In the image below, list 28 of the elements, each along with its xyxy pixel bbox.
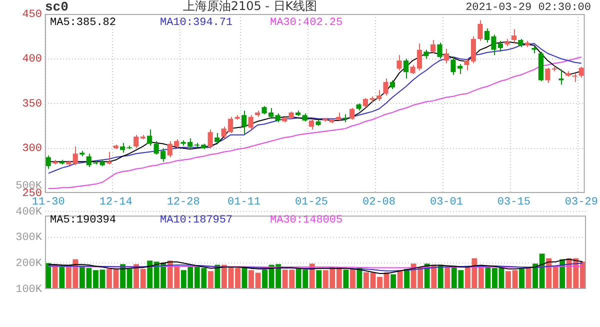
text: MA10:187957 xyxy=(160,214,233,227)
x-tick-label: 03-01 xyxy=(430,196,464,209)
y-tick-label: 200K xyxy=(16,258,42,270)
text: MA30:402.25 xyxy=(270,16,343,29)
chart-subtitle: 上海原油2105 - 日K线图 xyxy=(182,0,318,14)
x-tick-label: 01-25 xyxy=(295,196,328,209)
y-tick-label: 400K xyxy=(16,206,42,218)
y-tick-label: 400 xyxy=(22,54,42,66)
y-tick-label: 450 xyxy=(22,8,42,21)
text: MA5:190394 xyxy=(50,214,116,227)
candlestick xyxy=(288,111,294,120)
x-tick-label: 01-11 xyxy=(228,196,261,209)
x-tick-label: 03-29 xyxy=(564,196,598,209)
y-tick-label: 300 xyxy=(22,143,42,156)
x-tick-label: 03-15 xyxy=(497,196,530,209)
text: MA5:385.82 xyxy=(50,16,116,29)
chart-title: sc0 xyxy=(45,0,69,14)
text: MA30:148005 xyxy=(270,214,343,227)
x-tick-label: 12-28 xyxy=(166,196,200,209)
y-tick-label: 300K xyxy=(16,232,42,244)
text: MA10:394.71 xyxy=(160,16,234,29)
text: 2021-03-29 02:30:00 xyxy=(466,2,591,14)
y-tick-label: 100K xyxy=(16,284,42,296)
x-tick-label: 02-08 xyxy=(362,196,396,209)
candlestick xyxy=(302,112,308,122)
candlestick xyxy=(342,114,348,123)
y-tick-label: 350 xyxy=(22,98,42,110)
x-tick-label: 12-14 xyxy=(99,196,133,209)
